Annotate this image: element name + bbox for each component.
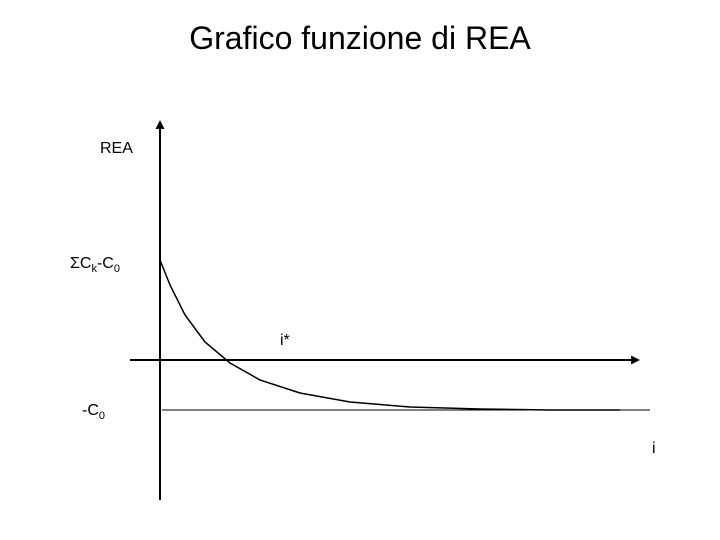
page: Grafico funzione di REA REA ΣCk-C0 i* -C… xyxy=(0,0,720,540)
y-axis-label: REA xyxy=(100,140,133,158)
asymptote-label: -C0 xyxy=(82,402,105,422)
page-title: Grafico funzione di REA xyxy=(0,20,720,57)
chart-svg xyxy=(70,110,670,510)
x-axis-label: i xyxy=(652,440,656,458)
x-intercept-label: i* xyxy=(280,332,290,350)
rea-chart: REA ΣCk-C0 i* -C0 i xyxy=(70,110,670,510)
y-start-label: ΣCk-C0 xyxy=(70,255,120,275)
